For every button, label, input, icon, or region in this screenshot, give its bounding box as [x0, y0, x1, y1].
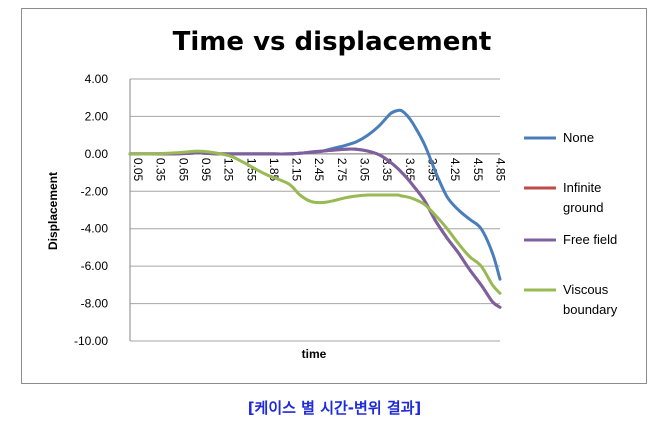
- y-tick-label: 2.00: [85, 109, 109, 123]
- x-tick-label: 1.25: [222, 158, 236, 182]
- x-tick-label: 3.05: [358, 158, 372, 182]
- x-tick-label: 0.95: [199, 158, 213, 182]
- x-tick-label: 0.05: [131, 158, 145, 182]
- x-tick-label: 4.85: [493, 158, 507, 182]
- x-tick-label: 2.75: [335, 158, 349, 182]
- chart-frame: [21, 8, 647, 384]
- x-tick-label: 0.65: [176, 158, 190, 182]
- series-layer: [128, 108, 502, 309]
- x-tick-label: 4.25: [448, 158, 462, 182]
- legend-label-free-field: Free field: [563, 232, 617, 247]
- x-tick-labels: 0.05 0.35 0.65 0.95 1.25 1.55 1.85 2.15 2.45 2.75…: [130, 153, 507, 182]
- y-tick-label: -8.00: [81, 297, 109, 311]
- x-tick-label: 0.35: [154, 158, 168, 182]
- grid-layer: [129, 78, 500, 342]
- y-tick-label: -6.00: [81, 259, 109, 273]
- chart-title: Time vs displacement: [173, 27, 492, 57]
- figure-caption: [케이스 별 시간-변위 결과]: [247, 399, 422, 417]
- y-tick-label: 4.00: [85, 72, 109, 86]
- x-tick-label: 2.45: [312, 158, 326, 182]
- series-line-none: [128, 108, 502, 281]
- series-line-viscous-boundary: [128, 149, 502, 295]
- y-tick-label: -2.00: [81, 184, 109, 198]
- y-tick-label: -4.00: [81, 222, 109, 236]
- legend-label-none: None: [563, 130, 594, 145]
- y-tick-label: 0.00: [85, 147, 109, 161]
- x-axis-title: time: [302, 347, 327, 361]
- x-tick-label: 2.15: [290, 158, 304, 182]
- legend: None Infinite ground Free field Viscous bound…: [524, 130, 618, 317]
- y-tick-label: -10.00: [74, 334, 108, 348]
- y-tick-labels: 4.00 2.00 0.00 -2.00 -4.00 -6.00 -8.00 -10.00: [74, 72, 108, 348]
- legend-label-viscous-boundary: Viscous boundary: [563, 282, 618, 317]
- x-tick-label: 4.55: [471, 158, 485, 182]
- legend-label-infinite-ground: Infinite ground: [563, 180, 603, 215]
- y-axis-title: Displacement: [46, 172, 60, 250]
